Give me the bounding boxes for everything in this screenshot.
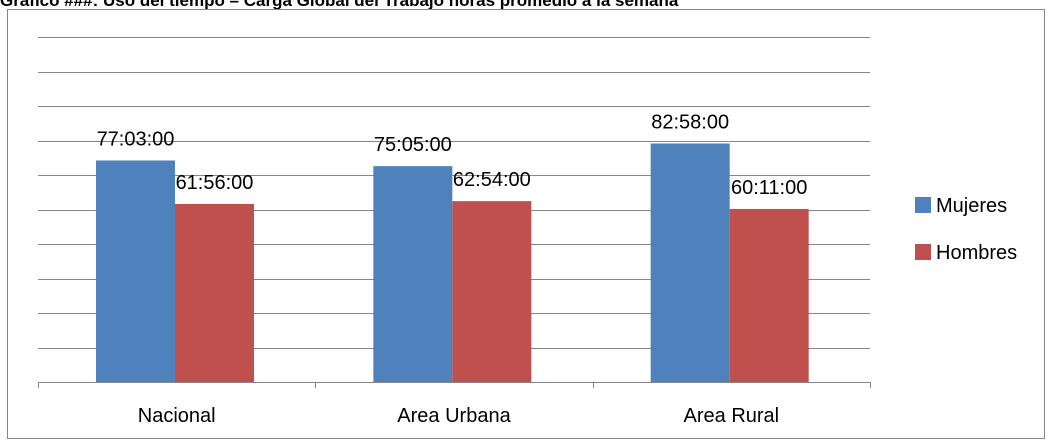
legend-label: Mujeres xyxy=(936,195,1007,217)
bar-mujeres-1 xyxy=(373,166,452,382)
bar-mujeres-2 xyxy=(651,143,730,382)
data-label: 82:58:00 xyxy=(651,111,729,133)
legend: Mujeres Hombres xyxy=(915,195,1017,264)
x-axis xyxy=(38,382,871,388)
bar-hombres-0 xyxy=(175,204,254,382)
legend-swatch xyxy=(915,197,931,213)
bar-hombres-2 xyxy=(730,209,809,382)
data-label: 75:05:00 xyxy=(374,134,452,156)
data-label: 62:54:00 xyxy=(453,169,531,191)
data-label: 61:56:00 xyxy=(176,172,254,194)
bar-mujeres-0 xyxy=(96,160,175,382)
legend-swatch xyxy=(915,244,931,260)
x-tick-label: Area Urbana xyxy=(397,405,511,427)
legend-label: Hombres xyxy=(936,242,1017,264)
x-tick-labels: Nacional Area Urbana Area Rural xyxy=(138,405,779,427)
x-tick-label: Area Rural xyxy=(684,405,780,427)
data-label: 60:11:00 xyxy=(731,177,807,199)
bar-hombres-1 xyxy=(452,201,531,382)
data-label: 77:03:00 xyxy=(97,128,175,150)
x-tick-label: Nacional xyxy=(138,405,216,427)
